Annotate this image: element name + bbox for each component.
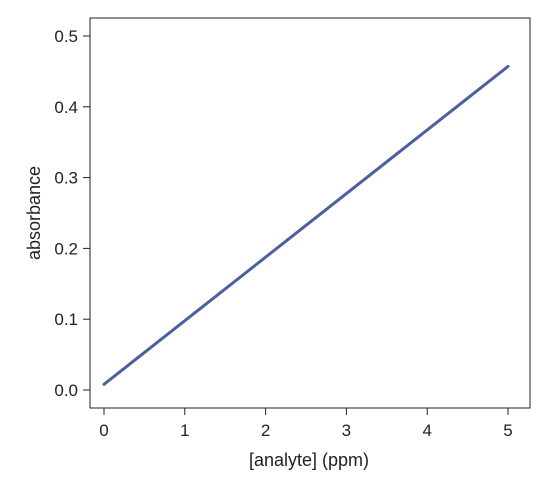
x-tick-label: 3	[342, 421, 351, 440]
x-tick-label: 0	[99, 421, 108, 440]
y-tick-label: 0.4	[54, 98, 78, 117]
series-layer	[102, 64, 510, 386]
y-tick-label: 0.2	[54, 239, 78, 258]
x-tick-label: 5	[503, 421, 512, 440]
y-tick-label: 0.3	[54, 169, 78, 188]
y-axis-ticks: 0.0 0.1 0.2 0.3 0.4 0.5	[54, 27, 90, 400]
x-tick-label: 2	[261, 421, 270, 440]
x-axis-title: [analyte] (ppm)	[249, 450, 369, 470]
x-axis-ticks: 0 1 2 3 4 5	[99, 408, 513, 440]
y-tick-label: 0.5	[54, 27, 78, 46]
y-tick-label: 0.0	[54, 381, 78, 400]
y-axis-title: absorbance	[24, 166, 44, 260]
series-line	[102, 64, 510, 386]
x-tick-label: 1	[180, 421, 189, 440]
y-tick-label: 0.1	[54, 310, 78, 329]
plot-area-frame	[89, 17, 531, 409]
x-tick-label: 4	[422, 421, 431, 440]
